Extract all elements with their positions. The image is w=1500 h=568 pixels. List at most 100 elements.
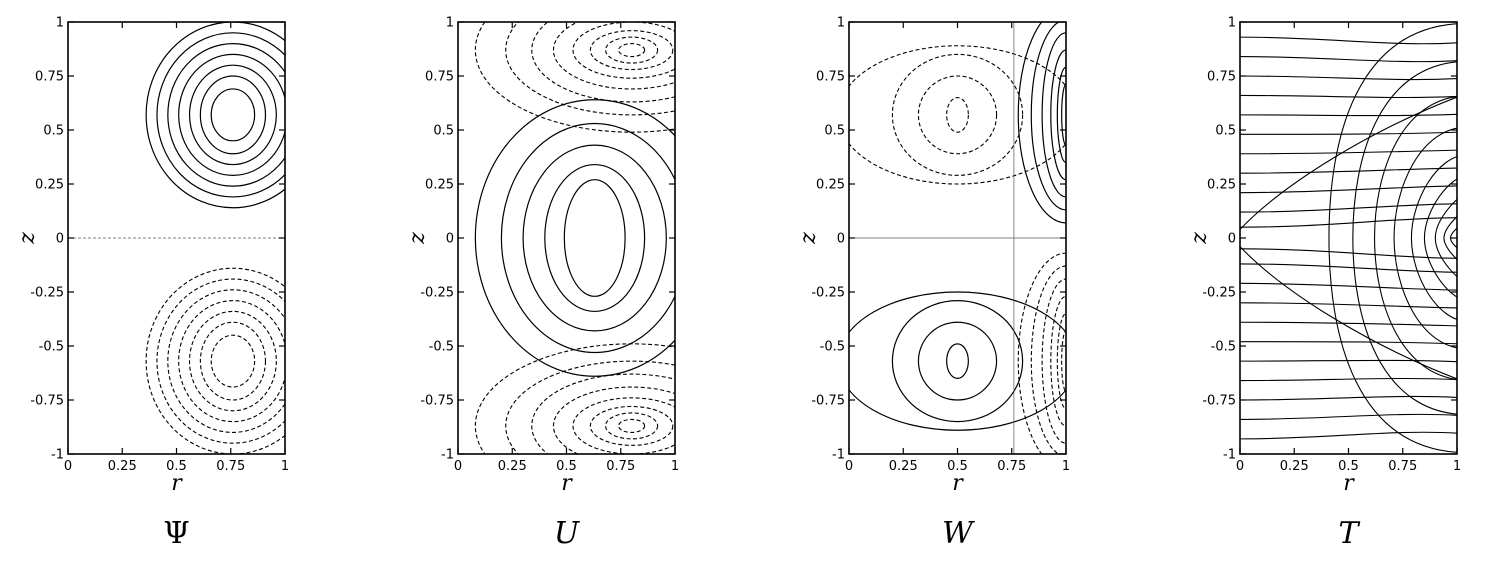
y-axis-label: z (796, 232, 821, 245)
contour-line (891, 53, 1024, 176)
x-tick-label: 0 (1236, 459, 1244, 474)
x-tick-label: 1 (1453, 459, 1461, 474)
y-tick-label: -0.5 (39, 340, 64, 355)
x-tick-label: 1 (671, 459, 679, 474)
contour-line (474, 343, 675, 454)
isotherm-line (1240, 185, 1457, 194)
y-tick-label: 0 (56, 232, 64, 247)
y-tick-label: -1 (441, 448, 454, 463)
contour-line (199, 75, 267, 155)
y-tick-label: 0.5 (43, 124, 64, 139)
y-tick-label: -0.5 (429, 340, 454, 355)
panel-t: 10.750.50.250-0.25-0.5-0.75-10 0.25 0.5 0.7… (1187, 16, 1461, 552)
contour-lines (474, 22, 675, 454)
isotherm-line (1240, 75, 1457, 81)
contour-line (1041, 32, 1066, 198)
isotherm-line (1240, 94, 1457, 99)
contour-line (500, 122, 675, 354)
contour-lines (849, 22, 1066, 454)
contour-line (605, 36, 659, 64)
contour-line (1056, 313, 1066, 410)
y-tick-label: 0.25 (35, 178, 64, 193)
x-tick-label: 0.75 (606, 459, 635, 474)
x-tick-label: 1 (1062, 459, 1070, 474)
y-tick-label: -0.25 (811, 286, 845, 301)
x-tick-label: 0.5 (556, 459, 577, 474)
y-tick-label: 0.75 (425, 70, 454, 85)
panel-w: 10.750.50.250-0.25-0.5-0.75-10 0.25 0.5 0.7… (796, 16, 1070, 552)
y-tick-label: -1 (832, 448, 845, 463)
contour-line (156, 32, 285, 198)
isotherm-line (1240, 248, 1457, 259)
contour-line (1061, 84, 1066, 146)
isotherm-line (1240, 431, 1457, 440)
contour-line (1030, 265, 1066, 454)
x-tick-label: 0.5 (947, 459, 968, 474)
isotherm-line (1410, 156, 1457, 320)
y-tick-label: 0.5 (433, 124, 454, 139)
contour-line (145, 267, 285, 454)
y-tick-label: 0.5 (824, 124, 845, 139)
contour-line (552, 22, 675, 90)
y-tick-label: 0.5 (1215, 124, 1236, 139)
contour-line (188, 310, 277, 412)
y-tick-label: 0.75 (35, 70, 64, 85)
contour-line (618, 418, 646, 433)
isotherm-line (1328, 23, 1457, 453)
isotherm-line (1240, 36, 1457, 45)
y-tick-label: -1 (51, 448, 64, 463)
y-tick-label: -0.75 (811, 394, 845, 409)
y-tick-label: -0.5 (1211, 340, 1236, 355)
isotherm-line (1449, 227, 1457, 249)
contour-line (946, 343, 969, 379)
contour-line (1050, 295, 1066, 427)
isotherm-line (1240, 56, 1457, 63)
contour-line (618, 43, 646, 58)
x-tick-label: 0.5 (166, 459, 187, 474)
isotherm-line (1240, 395, 1457, 401)
contour-line (531, 22, 675, 103)
y-tick-label: 0.25 (425, 178, 454, 193)
x-tick-label: 0.75 (216, 459, 245, 474)
y-tick-label: 1 (837, 16, 845, 31)
x-axis-label: r (171, 471, 183, 496)
contour-line (199, 321, 267, 401)
contour-lines (68, 22, 285, 454)
isotherm-line (1393, 127, 1457, 349)
contour-line (178, 53, 285, 176)
y-tick-label: -0.5 (820, 340, 845, 355)
contour-line (917, 321, 998, 401)
y-tick-label: 0.25 (1207, 178, 1236, 193)
contour-line (156, 278, 285, 444)
isotherm-line (1240, 282, 1457, 291)
isotherm-line (1240, 167, 1457, 174)
panel-title: U (554, 516, 581, 551)
contour-line (849, 45, 1066, 185)
contour-line (1061, 330, 1066, 392)
contour-line (946, 97, 969, 133)
x-tick-label: 0.75 (997, 459, 1026, 474)
isotherm-line (1434, 198, 1457, 278)
plot-frame (457, 21, 676, 455)
y-axis-label: z (15, 232, 40, 245)
isotherm-line (1240, 96, 1457, 380)
contour-line (552, 386, 675, 454)
y-tick-label: 0 (837, 232, 845, 247)
contour-line (505, 22, 675, 116)
y-tick-label: 1 (446, 16, 454, 31)
x-tick-label: 0.25 (498, 459, 527, 474)
contour-line (544, 163, 646, 313)
y-tick-label: -1 (1223, 448, 1236, 463)
y-tick-label: -0.75 (420, 394, 454, 409)
isotherm-line (1240, 149, 1457, 155)
contour-line (1041, 278, 1066, 444)
y-tick-label: -0.75 (1202, 394, 1236, 409)
y-tick-label: 0.75 (1207, 70, 1236, 85)
contour-line (145, 22, 285, 209)
contour-line (1017, 252, 1066, 454)
panel-title: Ψ (163, 516, 189, 551)
x-tick-label: 0.25 (889, 459, 918, 474)
x-tick-label: 0 (454, 459, 462, 474)
isotherm-line (1240, 377, 1457, 382)
